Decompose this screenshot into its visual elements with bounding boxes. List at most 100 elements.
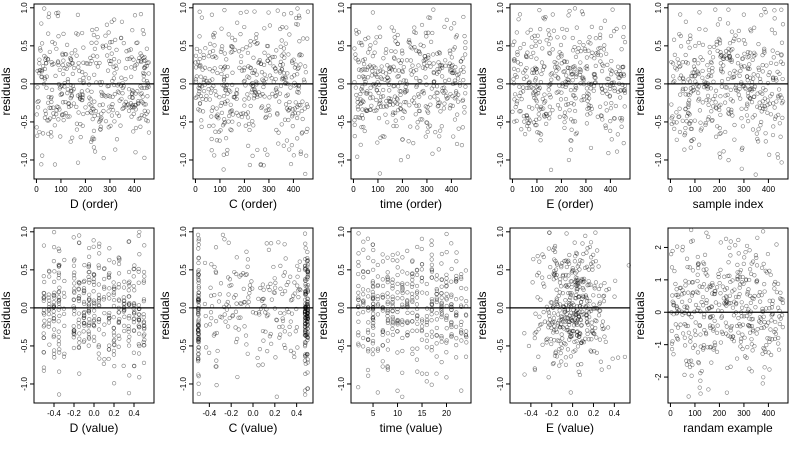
data-point — [557, 106, 563, 111]
data-point — [123, 66, 128, 71]
data-point — [385, 280, 390, 285]
data-point — [693, 302, 699, 308]
data-point — [86, 262, 92, 267]
data-point — [42, 323, 47, 328]
data-point — [547, 32, 552, 37]
data-point — [264, 307, 269, 312]
data-point — [63, 99, 68, 105]
data-point — [420, 65, 425, 70]
data-point — [514, 30, 519, 35]
data-point — [238, 10, 243, 16]
data-point — [138, 12, 144, 17]
data-point — [439, 261, 444, 266]
data-point — [267, 113, 272, 118]
data-point — [745, 119, 751, 124]
data-point — [778, 93, 783, 98]
data-point — [47, 274, 52, 279]
data-point — [580, 293, 585, 298]
data-point — [757, 299, 763, 304]
data-point — [716, 274, 721, 280]
data-point — [454, 141, 460, 147]
data-point — [68, 139, 73, 144]
data-point — [704, 230, 709, 235]
data-point — [547, 317, 553, 322]
data-point — [444, 276, 449, 281]
data-point — [585, 331, 590, 337]
data-point — [258, 162, 263, 168]
data-point — [444, 96, 449, 101]
data-point — [52, 269, 57, 274]
data-point — [395, 251, 400, 256]
data-point — [89, 110, 94, 116]
data-point — [70, 135, 75, 140]
data-point — [522, 119, 527, 124]
data-point — [229, 128, 234, 133]
data-point — [213, 270, 219, 275]
data-point — [141, 31, 146, 37]
data-point — [356, 107, 361, 112]
x-tick-label: 300 — [737, 185, 751, 194]
data-point — [590, 324, 595, 330]
data-point — [441, 90, 446, 95]
data-point — [273, 77, 278, 82]
data-point — [728, 325, 734, 330]
data-point — [107, 246, 112, 251]
data-point — [687, 45, 692, 50]
data-point — [303, 290, 308, 295]
data-point — [770, 76, 776, 81]
data-point — [727, 273, 732, 278]
data-point — [86, 329, 91, 334]
data-point — [533, 43, 538, 48]
data-point — [222, 312, 227, 317]
data-point — [547, 230, 552, 235]
data-point — [585, 299, 590, 304]
data-point — [204, 93, 209, 99]
data-point — [370, 323, 375, 328]
data-point — [298, 149, 303, 154]
data-point — [101, 361, 106, 366]
data-point — [680, 312, 685, 317]
data-point — [229, 283, 234, 288]
data-point — [295, 274, 300, 279]
y-tick-label: -0.5 — [496, 338, 505, 352]
data-point — [395, 350, 400, 355]
data-point — [410, 319, 415, 324]
data-point — [464, 329, 469, 334]
data-point — [429, 257, 434, 262]
data-point — [730, 99, 735, 104]
x-tick-label: 100 — [54, 185, 68, 194]
data-point — [273, 280, 278, 286]
data-point — [547, 51, 553, 56]
data-point — [718, 66, 724, 71]
data-point — [46, 312, 52, 317]
data-point — [244, 249, 249, 254]
data-point — [575, 49, 580, 55]
data-point — [439, 310, 444, 315]
data-point — [736, 330, 741, 335]
data-point — [767, 306, 772, 311]
data-point — [692, 309, 697, 314]
data-point — [283, 80, 288, 85]
data-point — [622, 39, 628, 45]
data-point — [211, 34, 216, 40]
data-point — [699, 300, 704, 305]
data-point — [431, 70, 436, 75]
data-point — [706, 73, 712, 78]
data-point — [608, 33, 614, 39]
data-point — [414, 67, 419, 73]
data-point — [80, 95, 85, 100]
data-point — [540, 46, 545, 51]
data-point — [223, 101, 228, 107]
data-point — [551, 311, 557, 316]
data-point — [90, 135, 95, 140]
data-point — [773, 279, 778, 285]
data-point — [521, 41, 526, 47]
data-point — [723, 129, 728, 135]
data-point — [725, 92, 730, 97]
data-point — [536, 270, 541, 276]
data-point — [775, 155, 781, 160]
data-point — [567, 66, 573, 71]
data-point — [520, 85, 526, 90]
data-point — [414, 357, 420, 362]
